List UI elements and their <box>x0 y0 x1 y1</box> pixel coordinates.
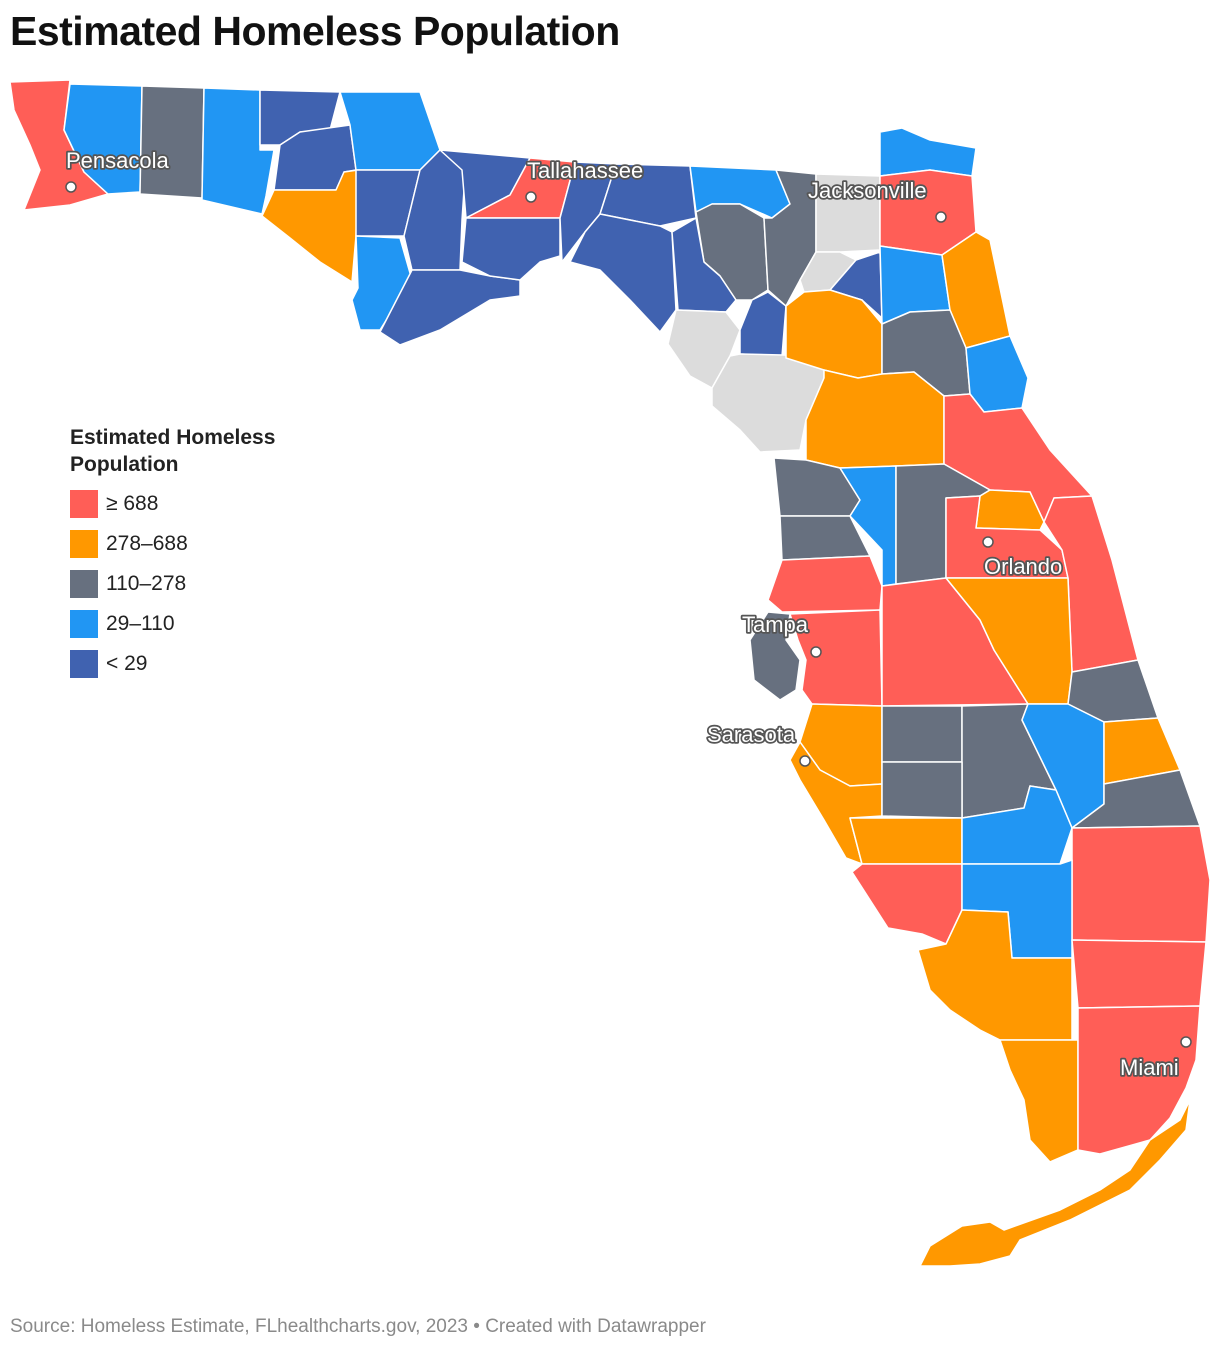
legend-label: 278–688 <box>106 532 188 555</box>
county-taylor[interactable] <box>569 213 677 333</box>
legend-title: Estimated Homeless Population <box>70 426 276 476</box>
county-nassau[interactable] <box>879 127 977 177</box>
city-marker-tampa <box>810 646 822 658</box>
city-label-miami: Miami <box>1120 1055 1179 1080</box>
legend-label: 110–278 <box>106 572 187 595</box>
city-label-tallahassee: Tallahassee <box>527 158 643 183</box>
city-marker-sarasota <box>799 755 811 767</box>
source-note: Source: Homeless Estimate, FLhealthchart… <box>10 1316 706 1337</box>
city-marker-tallahassee <box>525 191 537 203</box>
city-label-jacksonville: Jacksonville <box>808 178 927 203</box>
county-baker[interactable] <box>815 173 881 253</box>
city-label-pensacola: Pensacola <box>66 148 170 173</box>
county-gulf[interactable] <box>351 235 413 331</box>
county-hardee[interactable] <box>881 705 963 763</box>
county-broward[interactable] <box>1071 939 1207 1009</box>
city-label-tampa: Tampa <box>742 612 809 637</box>
county-miami-dade[interactable] <box>1077 1005 1201 1155</box>
legend-item: < 29 <box>70 644 320 684</box>
county-gilchrist[interactable] <box>739 291 787 357</box>
city-marker-orlando <box>982 536 994 548</box>
legend-item: 278–688 <box>70 524 320 564</box>
city-marker-miami <box>1180 1036 1192 1048</box>
legend-swatch <box>70 570 98 598</box>
county-pasco[interactable] <box>767 555 883 613</box>
legend-label: 29–110 <box>106 612 175 635</box>
county-palm-beach[interactable] <box>1071 825 1211 943</box>
county-bradford[interactable] <box>829 251 883 319</box>
county-pinellas[interactable] <box>749 611 801 701</box>
legend-label: ≥ 688 <box>106 492 159 515</box>
legend-item: 110–278 <box>70 564 320 604</box>
map-legend: Estimated Homeless Population ≥ 688 278–… <box>70 424 320 684</box>
county-marion[interactable] <box>805 369 945 469</box>
page-title: Estimated Homeless Population <box>10 8 620 54</box>
county-desoto[interactable] <box>881 761 963 819</box>
county-okaloosa[interactable] <box>139 85 205 199</box>
legend-item: ≥ 688 <box>70 484 320 524</box>
county-charlotte[interactable] <box>849 817 963 865</box>
county-jackson[interactable] <box>339 91 441 171</box>
county-franklin[interactable] <box>379 269 521 346</box>
legend-swatch <box>70 650 98 678</box>
legend-item: 29–110 <box>70 604 320 644</box>
county-monroe-keys[interactable] <box>919 1099 1191 1267</box>
county-monroe-mainland[interactable] <box>999 1039 1079 1163</box>
legend-swatch <box>70 490 98 518</box>
city-label-orlando: Orlando <box>984 554 1062 579</box>
legend-swatch <box>70 530 98 558</box>
county-wakulla[interactable] <box>461 217 561 281</box>
legend-swatch <box>70 610 98 638</box>
county-madison[interactable] <box>599 163 697 227</box>
county-lee[interactable] <box>851 863 963 945</box>
county-bay[interactable] <box>261 169 359 283</box>
city-marker-pensacola <box>65 181 77 193</box>
county-hillsborough[interactable] <box>789 609 883 707</box>
city-label-sarasota: Sarasota <box>707 722 796 747</box>
legend-label: < 29 <box>106 652 148 675</box>
city-marker-jacksonville <box>935 211 947 223</box>
